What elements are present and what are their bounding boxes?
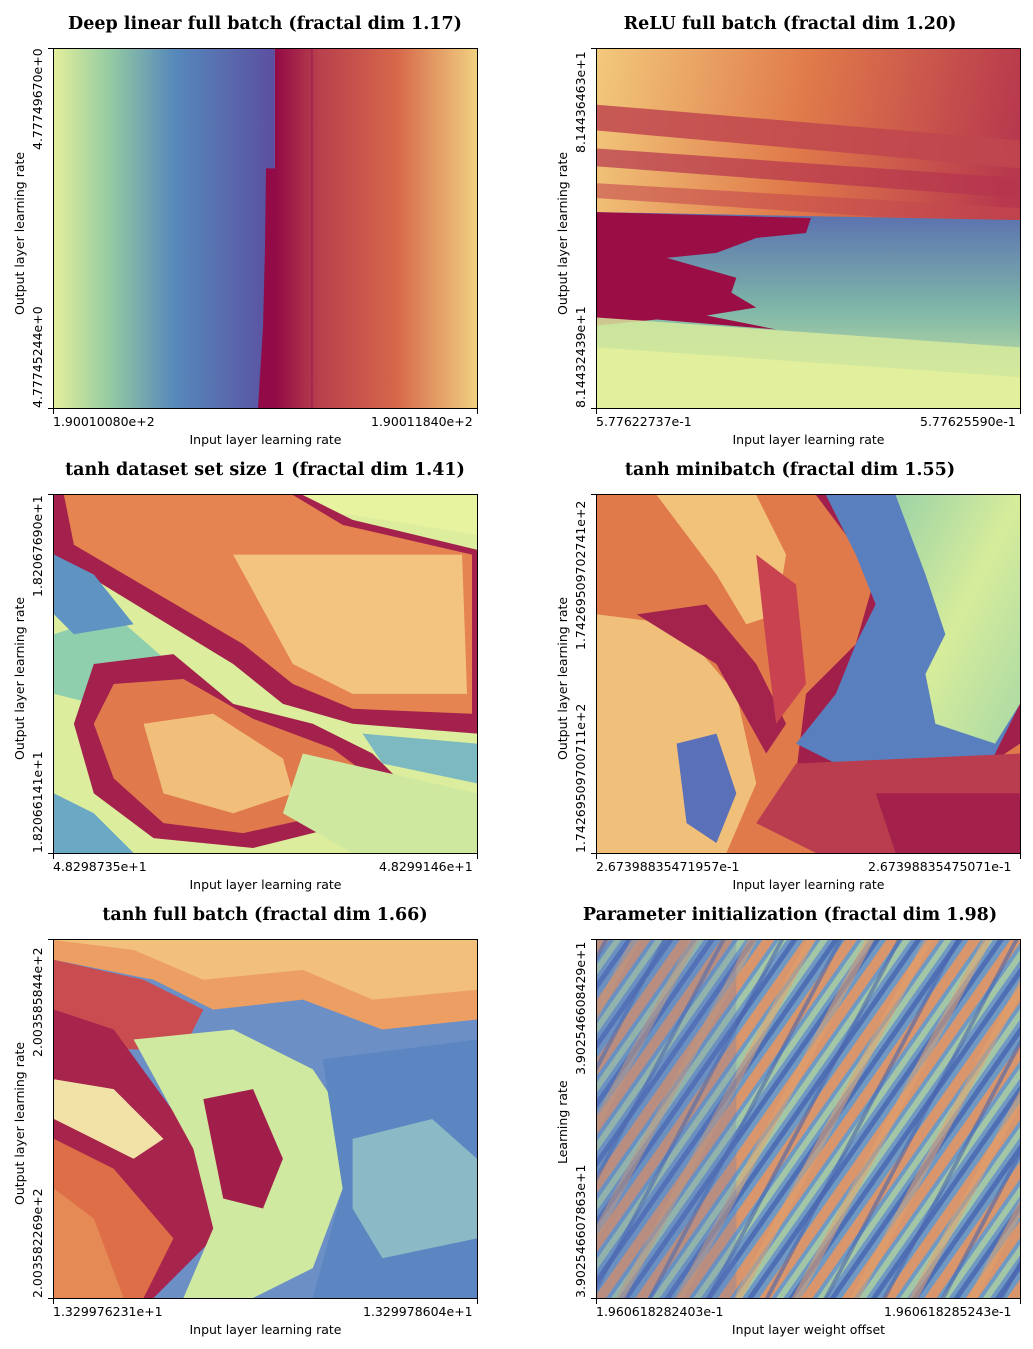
- x-tick-label-min: 1.960618282403e-1: [596, 1304, 724, 1319]
- y-tick-label-min: 1.74269509700711e+2: [573, 703, 588, 853]
- y-tick: [591, 494, 596, 495]
- y-tick-label-min: 2.003582269e+2: [30, 1188, 45, 1298]
- y-tick-label-max: 1.74269509702741e+2: [573, 500, 588, 650]
- y-tick-label-min: 3.902546607863e+1: [573, 1164, 588, 1298]
- x-tick: [1020, 409, 1021, 414]
- chart-title: ReLU full batch (fractal dim 1.20): [623, 14, 957, 34]
- y-tick-label-max: 1.82067690e+1: [30, 495, 45, 597]
- y-tick-label-max: 4.77749670e+0: [30, 48, 45, 150]
- x-tick-label-min: 4.8298735e+1: [53, 859, 147, 874]
- x-axis-label: Input layer learning rate: [732, 877, 885, 892]
- x-tick-label-max: 1.329978604e+1: [363, 1304, 473, 1319]
- y-tick-label-max: 3.902546608429e+1: [573, 941, 588, 1075]
- y-tick: [591, 48, 596, 49]
- heatmap-image: [597, 49, 1020, 408]
- x-tick: [477, 1299, 478, 1304]
- x-axis-label: Input layer learning rate: [189, 877, 342, 892]
- x-tick: [1020, 1299, 1021, 1304]
- x-tick-label-max: 2.67398835475071e-1: [868, 859, 1012, 874]
- heatmap-image: [597, 940, 1020, 1298]
- x-tick-label-min: 1.329976231e+1: [53, 1304, 163, 1319]
- x-tick: [596, 1299, 597, 1304]
- x-tick-label-min: 1.90010080e+2: [53, 414, 155, 429]
- x-tick-label-min: 5.77622737e-1: [596, 414, 692, 429]
- x-tick: [1020, 854, 1021, 859]
- chart-title: Parameter initialization (fractal dim 1.…: [582, 905, 998, 925]
- chart-title: tanh minibatch (fractal dim 1.55): [624, 460, 956, 480]
- x-tick: [477, 409, 478, 414]
- x-tick: [596, 409, 597, 414]
- y-tick: [591, 1298, 596, 1299]
- x-tick-label-min: 2.67398835471957e-1: [596, 859, 740, 874]
- chart-title: Deep linear full batch (fractal dim 1.17…: [68, 14, 462, 34]
- x-axis-label: Input layer weight offset: [731, 1322, 886, 1337]
- y-tick-label-max: 8.14436463e+1: [573, 51, 588, 153]
- y-axis-label: Output layer learning rate: [12, 151, 27, 315]
- y-axis-label: Output layer learning rate: [12, 596, 27, 760]
- y-tick: [48, 494, 53, 495]
- x-axis-label: Input layer learning rate: [732, 432, 885, 447]
- x-tick-label-max: 1.90011840e+2: [371, 414, 473, 429]
- x-tick: [53, 854, 54, 859]
- x-axis-label: Input layer learning rate: [189, 432, 342, 447]
- heatmap-image: [54, 940, 477, 1298]
- chart-title: tanh full batch (fractal dim 1.66): [102, 905, 428, 925]
- y-tick-label-min: 4.77745244e+0: [30, 306, 45, 408]
- x-tick-label-max: 5.77625590e-1: [920, 414, 1016, 429]
- x-tick: [596, 854, 597, 859]
- heatmap-plot-area: [596, 939, 1021, 1299]
- chart-title: tanh dataset set size 1 (fractal dim 1.4…: [65, 460, 465, 480]
- x-tick: [477, 854, 478, 859]
- heatmap-plot-area: [53, 494, 478, 854]
- y-tick: [48, 48, 53, 49]
- heatmap-plot-area: [596, 494, 1021, 854]
- heatmap-plot-area: [53, 939, 478, 1299]
- y-tick: [48, 853, 53, 854]
- y-tick: [48, 939, 53, 940]
- y-tick: [48, 1298, 53, 1299]
- x-tick: [53, 1299, 54, 1304]
- y-tick-label-min: 1.82066141e+1: [30, 751, 45, 853]
- heatmap-plot-area: [596, 48, 1021, 409]
- y-axis-label: Learning rate: [555, 1080, 570, 1164]
- y-axis-label: Output layer learning rate: [12, 1041, 27, 1205]
- y-tick-label-min: 8.14432439e+1: [573, 306, 588, 408]
- y-axis-label: Output layer learning rate: [555, 151, 570, 315]
- y-tick: [591, 939, 596, 940]
- y-tick: [591, 853, 596, 854]
- y-tick: [48, 408, 53, 409]
- x-tick-label-max: 1.960618285243e-1: [884, 1304, 1012, 1319]
- x-tick-label-max: 4.8299146e+1: [379, 859, 473, 874]
- heatmap-image: [54, 495, 477, 853]
- y-tick: [591, 408, 596, 409]
- heatmap-image: [597, 495, 1020, 853]
- y-tick-label-max: 2.003585844e+2: [30, 947, 45, 1057]
- heatmap-image: [54, 49, 477, 408]
- y-axis-label: Output layer learning rate: [555, 596, 570, 760]
- heatmap-plot-area: [53, 48, 478, 409]
- x-tick: [53, 409, 54, 414]
- x-axis-label: Input layer learning rate: [189, 1322, 342, 1337]
